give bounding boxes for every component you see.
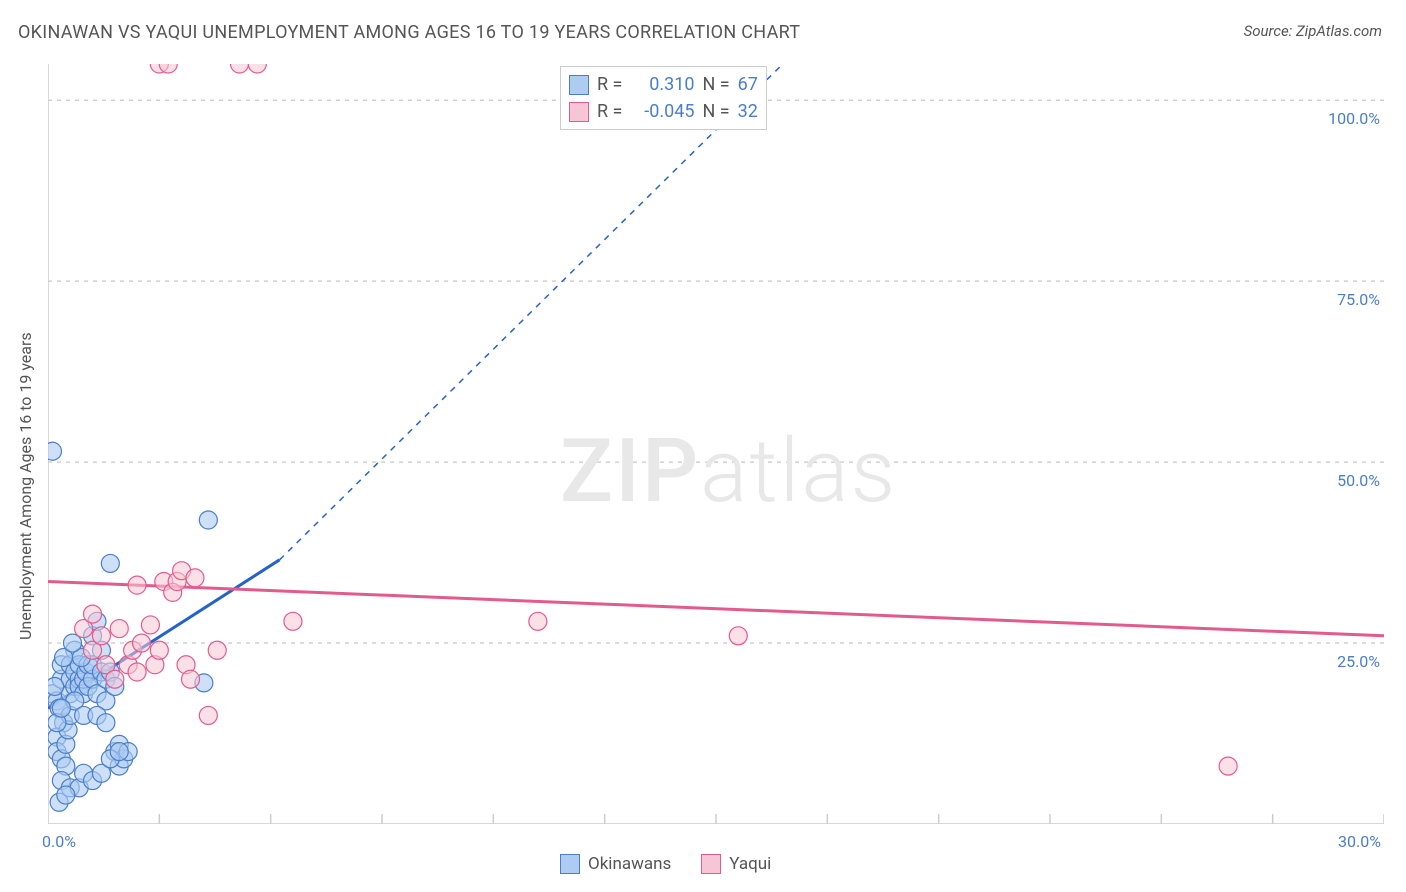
svg-text:75.0%: 75.0% [1337,290,1380,309]
correlation-stats-box: R = 0.310 N = 67 R = -0.045 N = 32 [560,66,767,130]
legend-swatch-yaqui [701,854,721,874]
r-label: R = [597,71,622,98]
legend-label-okinawans: Okinawans [588,854,671,874]
source-name: ZipAtlas.com [1296,22,1382,40]
legend: Okinawans Yaqui [560,854,771,874]
legend-item-okinawans: Okinawans [560,854,671,874]
stats-row-yaqui: R = -0.045 N = 32 [569,98,758,125]
legend-label-yaqui: Yaqui [729,854,771,874]
x-tick-label-right: 30.0% [1338,832,1381,851]
scatter-plot-svg: 25.0% 50.0% 75.0% 100.0% [48,64,1384,824]
svg-text:25.0%: 25.0% [1337,652,1380,671]
y-axis-label: Unemployment Among Ages 16 to 19 years [16,332,35,640]
n-label: N = [702,98,729,125]
x-tick-label-left: 0.0% [42,832,76,851]
r-label: R = [597,98,622,125]
svg-text:100.0%: 100.0% [1328,109,1380,128]
swatch-okinawans [569,75,589,95]
r-value-okinawans: 0.310 [630,71,694,98]
source-label: Source: [1244,22,1296,40]
n-value-okinawans: 67 [738,71,758,98]
source-attribution: Source: ZipAtlas.com [1244,22,1382,40]
stats-row-okinawans: R = 0.310 N = 67 [569,71,758,98]
svg-text:50.0%: 50.0% [1337,471,1380,490]
chart-title: OKINAWAN VS YAQUI UNEMPLOYMENT AMONG AGE… [18,22,800,43]
legend-swatch-okinawans [560,854,580,874]
n-label: N = [702,71,729,98]
r-value-yaqui: -0.045 [630,98,694,125]
legend-item-yaqui: Yaqui [701,854,771,874]
swatch-yaqui [569,102,589,122]
n-value-yaqui: 32 [738,98,758,125]
plot-area: 25.0% 50.0% 75.0% 100.0% [48,64,1384,824]
